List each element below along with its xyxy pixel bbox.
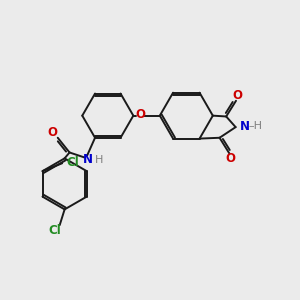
Text: N: N <box>240 120 250 133</box>
Text: O: O <box>135 108 145 121</box>
Text: Cl: Cl <box>48 224 61 236</box>
Text: O: O <box>225 152 236 165</box>
Text: O: O <box>232 89 242 102</box>
Text: O: O <box>48 126 58 139</box>
Text: H: H <box>95 155 103 165</box>
Text: –H: –H <box>248 121 262 131</box>
Text: Cl: Cl <box>66 156 79 169</box>
Text: N: N <box>83 153 93 166</box>
